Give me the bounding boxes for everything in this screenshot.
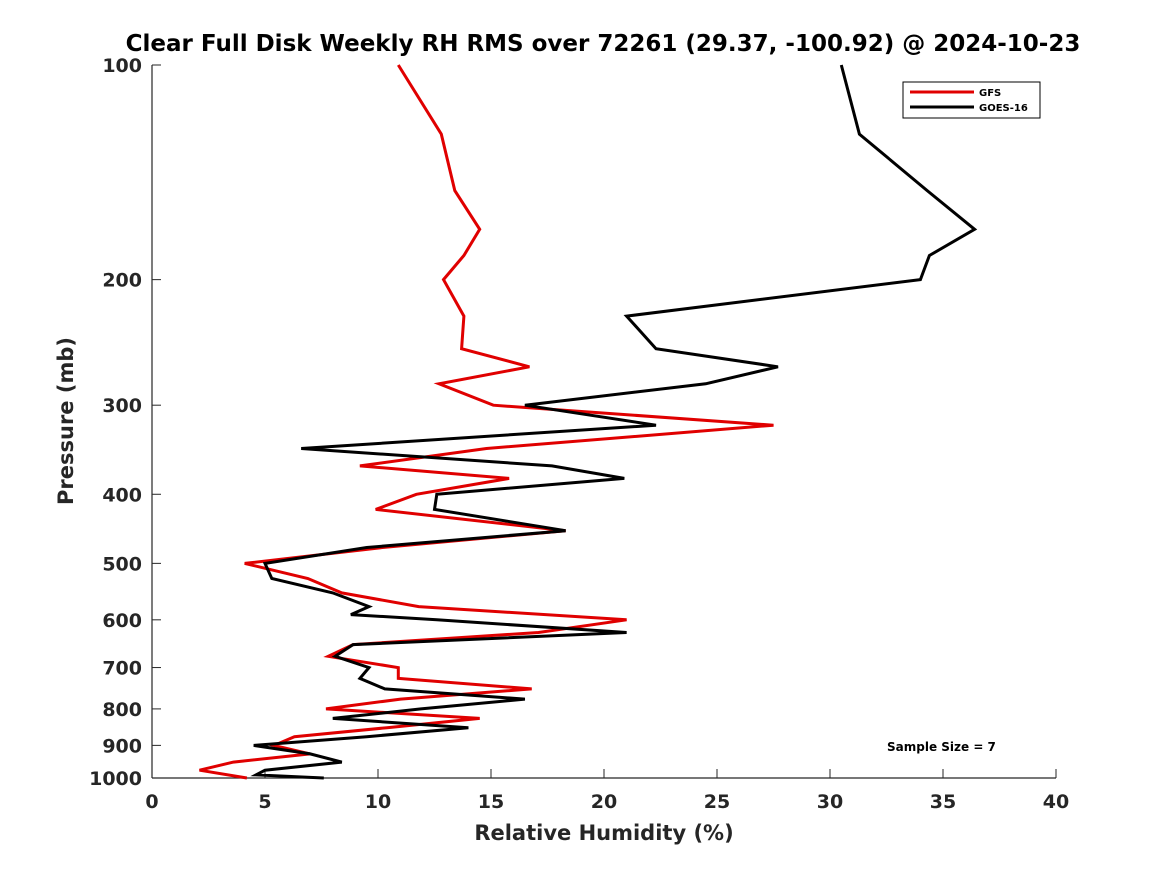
y-tick-label: 200 <box>102 270 142 292</box>
sample-size-annotation: Sample Size = 7 <box>887 740 996 754</box>
x-tick-label: 10 <box>365 791 391 813</box>
y-tick-label: 800 <box>102 699 142 721</box>
series-line-gfs <box>199 64 774 780</box>
x-tick-label: 15 <box>478 791 504 813</box>
x-tick-label: 5 <box>258 791 271 813</box>
y-axis-label: Pressure (mb) <box>54 337 78 505</box>
series-line-goes16 <box>250 64 978 780</box>
x-tick-label: 25 <box>704 791 730 813</box>
y-tick-label: 1000 <box>89 768 142 790</box>
x-tick-label: 0 <box>145 791 158 813</box>
x-axis-ticks: 0 5 10 15 20 25 30 35 40 <box>145 769 1069 813</box>
y-tick-label: 600 <box>102 610 142 632</box>
y-tick-label: 300 <box>102 395 142 417</box>
x-tick-label: 20 <box>591 791 617 813</box>
x-tick-label: 40 <box>1043 791 1069 813</box>
y-tick-label: 900 <box>102 735 142 757</box>
x-axis-label: Relative Humidity (%) <box>474 821 733 845</box>
y-tick-label: 100 <box>102 55 142 77</box>
chart-title: Clear Full Disk Weekly RH RMS over 72261… <box>126 31 1081 57</box>
legend: GFS GOES-16 <box>902 81 1041 119</box>
series-lines <box>199 64 978 780</box>
legend-label-gfs: GFS <box>979 88 1001 99</box>
y-tick-label: 400 <box>102 484 142 506</box>
legend-box <box>902 81 1041 119</box>
x-tick-label: 30 <box>817 791 843 813</box>
y-tick-label: 700 <box>102 658 142 680</box>
x-tick-label: 35 <box>930 791 956 813</box>
y-axis-ticks: 100 200 300 400 500 600 700 800 900 1000 <box>89 55 161 790</box>
legend-label-goes16: GOES-16 <box>979 103 1028 114</box>
y-tick-label: 500 <box>102 553 142 575</box>
